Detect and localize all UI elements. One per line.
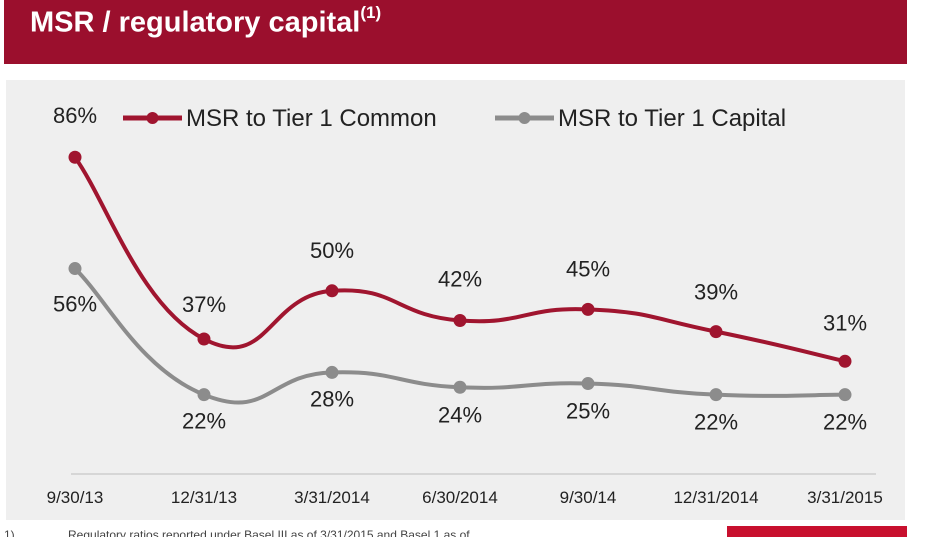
page-title-text: MSR / regulatory capital	[30, 6, 361, 39]
data-label: 86%	[53, 103, 97, 128]
data-label: 37%	[182, 292, 226, 317]
data-label: 22%	[694, 410, 738, 435]
data-point	[68, 262, 82, 276]
title-bar: MSR / regulatory capital(1)	[4, 0, 907, 64]
data-point	[453, 313, 467, 327]
data-label: 22%	[182, 409, 226, 434]
legend-label: MSR to Tier 1 Capital	[558, 105, 786, 132]
data-point	[197, 332, 211, 346]
x-tick-label: 12/31/13	[171, 488, 237, 507]
data-point	[197, 388, 211, 402]
data-point	[581, 302, 595, 316]
data-label: 25%	[566, 399, 610, 424]
x-tick-label: 6/30/2014	[422, 488, 498, 507]
data-label: 28%	[310, 386, 354, 411]
footnote-text: Regulatory ratios reported under Basel I…	[68, 528, 470, 537]
data-point	[709, 325, 723, 339]
line-chart: 9/30/13 12/31/13 3/31/2014 6/30/2014 9/30/14…	[47, 103, 883, 507]
data-label: 22%	[823, 410, 867, 435]
data-point	[68, 150, 82, 164]
data-label: 31%	[823, 310, 867, 335]
legend-swatch-marker	[518, 112, 531, 124]
legend-swatch-marker	[146, 112, 159, 124]
x-tick-label: 9/30/14	[560, 488, 617, 507]
data-label: 42%	[438, 266, 482, 291]
data-label: 24%	[438, 402, 482, 427]
title-footnote-marker: (1)	[360, 3, 382, 22]
data-label: 39%	[694, 280, 738, 305]
data-point	[453, 380, 467, 394]
chart-panel: 9/30/13 12/31/13 3/31/2014 6/30/2014 9/30/14…	[6, 80, 905, 520]
data-point	[838, 388, 852, 402]
data-point	[838, 354, 852, 368]
x-tick-label: 3/31/2015	[807, 488, 883, 507]
x-tick-label: 12/31/2014	[673, 488, 758, 507]
data-point	[709, 388, 723, 402]
x-tick-label: 9/30/13	[47, 488, 104, 507]
page-title: MSR / regulatory capital(1)	[30, 3, 382, 40]
data-label: 50%	[310, 238, 354, 263]
logo	[727, 526, 907, 537]
footnote-marker: 1)	[4, 528, 15, 537]
data-point	[325, 365, 339, 379]
data-point	[581, 377, 595, 391]
data-label: 45%	[566, 256, 610, 281]
footnote: 1) Regulatory ratios reported under Base…	[4, 528, 470, 537]
x-tick-label: 3/31/2014	[294, 488, 370, 507]
legend-label: MSR to Tier 1 Common	[186, 105, 437, 132]
data-point	[325, 284, 339, 298]
series-line	[73, 155, 847, 364]
data-label: 56%	[53, 292, 97, 317]
